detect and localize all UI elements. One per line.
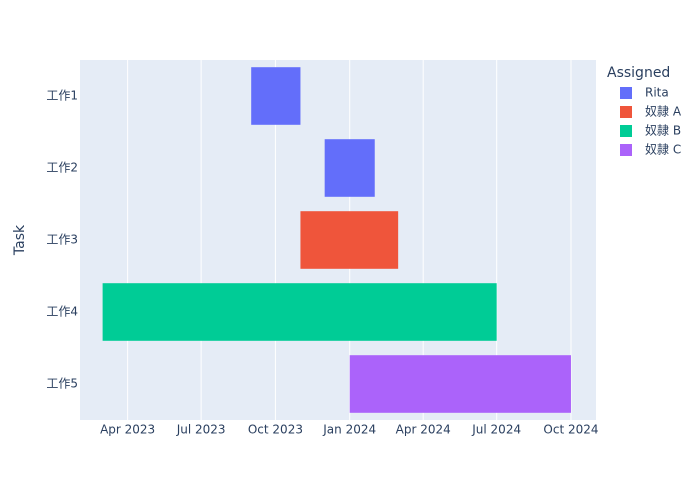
legend-label: 奴隷 A	[645, 105, 682, 119]
x-tick-label: Apr 2024	[396, 423, 451, 437]
x-tick-label: Oct 2024	[543, 423, 598, 437]
x-tick-label: Apr 2023	[100, 423, 155, 437]
y-tick-label: 工作5	[46, 377, 78, 391]
x-tick-label: Jan 2024	[322, 423, 376, 437]
x-tick-label: Oct 2023	[248, 423, 303, 437]
legend-swatch	[620, 125, 632, 137]
bar	[349, 355, 571, 413]
y-tick-label: 工作4	[46, 305, 78, 319]
bar	[251, 67, 301, 125]
bar	[324, 139, 375, 197]
y-tick-label: 工作2	[46, 161, 78, 175]
legend-title: Assigned	[607, 65, 670, 81]
legend-swatch	[620, 106, 632, 118]
legend-label: Rita	[645, 86, 669, 100]
legend-label: 奴隷 C	[645, 143, 681, 157]
bar	[300, 211, 399, 269]
y-tick-label: 工作1	[46, 89, 78, 103]
x-tick-label: Jul 2023	[176, 423, 226, 437]
legend-swatch	[620, 87, 632, 99]
y-axis-title: Task	[12, 224, 28, 256]
x-tick-label: Jul 2024	[471, 423, 521, 437]
legend-label: 奴隷 B	[645, 124, 681, 138]
legend-swatch	[620, 144, 632, 156]
bar	[102, 283, 497, 341]
y-tick-label: 工作3	[46, 233, 78, 247]
